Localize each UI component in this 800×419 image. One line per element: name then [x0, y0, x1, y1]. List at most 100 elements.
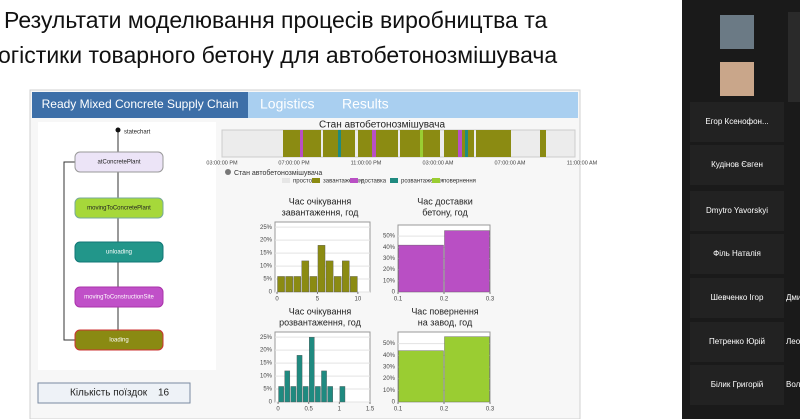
legend-label: доставка — [361, 179, 387, 185]
transitions — [63, 128, 119, 341]
timeline-segments — [283, 130, 546, 157]
y-tick-label: 50% — [383, 341, 396, 347]
timeline-tick: 03:00:00 PM — [206, 160, 238, 166]
y-tick-label: 0 — [269, 290, 273, 296]
start — [115, 127, 121, 133]
tab[interactable]: Results — [342, 96, 389, 112]
y-tick-label: 5% — [263, 387, 272, 393]
hist-bar — [285, 276, 293, 293]
y-tick-label: 0 — [392, 400, 396, 406]
hist-bar — [339, 386, 346, 403]
timeline-tick: 03:00:00 AM — [423, 160, 454, 166]
y-tick-label: 25% — [260, 335, 273, 341]
tab-active[interactable] — [32, 92, 248, 118]
hist-bar — [296, 355, 303, 403]
hist-bar — [398, 244, 444, 293]
timeline-tick: 07:00:00 PM — [278, 160, 310, 166]
participant-name: Егор Ксенофон... — [705, 117, 768, 126]
x-tick-label: 1 — [338, 407, 342, 413]
hist-bar — [350, 276, 358, 293]
x-tick-label: 0.2 — [440, 407, 449, 413]
state — [74, 286, 164, 308]
participant-face — [720, 62, 754, 96]
state — [74, 241, 164, 263]
legend-label: повернення — [443, 179, 476, 185]
hist-bar — [277, 276, 285, 293]
participant-name: Філь Наталія — [713, 249, 761, 258]
hist-title: на завод, год — [418, 317, 473, 327]
participant-name-partial: Лео — [786, 337, 800, 346]
state-label: movingToConcretePlant — [87, 206, 151, 212]
y-tick-label: 0 — [269, 400, 273, 406]
hist-bar — [309, 336, 315, 403]
participant-tile — [690, 102, 784, 142]
participant-tile-partial — [788, 12, 800, 102]
state — [74, 197, 164, 219]
participant-name-partial: Дми — [786, 293, 800, 302]
hist-title: завантаження, год — [282, 207, 360, 217]
hist-title: Час доставки — [417, 196, 473, 206]
slide-title: огістики товарного бетону для автобетоно… — [0, 42, 557, 68]
y-tick-label: 30% — [383, 256, 396, 262]
state-label: unloading — [106, 250, 132, 256]
hist-title: бетону, год — [422, 207, 468, 217]
legend-swatch — [282, 178, 290, 183]
legend-title: Стан автобетонозмішувача — [234, 169, 322, 177]
state-label: movingToConstructionSite — [84, 295, 154, 301]
tab[interactable]: Ready Mixed Concrete Supply Chain — [42, 97, 239, 111]
timeline-tick: 11:00:00 AM — [567, 160, 598, 166]
participant-name: Білик Григорій — [711, 380, 764, 389]
legend-swatch — [432, 178, 440, 183]
hist-title: Час очікування — [289, 196, 352, 206]
y-tick-label: 20% — [260, 348, 273, 354]
hist-bar — [333, 276, 342, 293]
tab[interactable]: Logistics — [260, 96, 314, 112]
hist-bar — [342, 260, 350, 293]
participant-name: Кудінов Євген — [711, 160, 763, 169]
hist-title: розвантаження, год — [279, 317, 361, 327]
legend-label: завантаження — [323, 179, 362, 185]
participant-thumb — [720, 15, 754, 49]
hist-bar — [309, 276, 318, 293]
hist-bar — [284, 370, 291, 403]
x-tick-label: 0.3 — [486, 407, 495, 413]
participant-tile — [690, 322, 784, 362]
state — [74, 329, 164, 351]
participant-tile — [690, 191, 784, 231]
y-tick-label: 40% — [383, 245, 396, 251]
x-tick-label: 0.5 — [305, 407, 314, 413]
y-tick-label: 20% — [260, 238, 273, 244]
hist-bar — [317, 245, 326, 293]
slide-title: Результати моделювання процесів виробниц… — [4, 7, 548, 33]
participant-tile — [690, 365, 784, 405]
legend-label: розвантаження — [401, 179, 443, 185]
x-tick-label: 1.5 — [366, 407, 375, 413]
hist-bar — [444, 336, 490, 403]
y-tick-label: 15% — [260, 361, 273, 367]
hist-bar — [327, 386, 333, 403]
hist-bar — [315, 386, 321, 403]
hist-title: Час повернення — [411, 306, 478, 316]
y-tick-label: 30% — [383, 365, 396, 371]
x-tick-label: 0.3 — [486, 297, 495, 303]
hist-bar — [293, 276, 301, 293]
hist-bar — [290, 386, 297, 403]
y-tick-label: 0 — [392, 290, 396, 296]
legend-swatch — [350, 178, 358, 183]
state-label: loading — [109, 338, 128, 344]
state-label: atConcretePlant — [97, 160, 140, 166]
y-tick-label: 40% — [383, 353, 396, 359]
y-tick-label: 10% — [260, 264, 273, 270]
y-tick-label: 20% — [383, 267, 396, 273]
y-tick-label: 50% — [383, 234, 396, 240]
legend-label: простої — [293, 179, 314, 185]
participant-name-partial: Вол — [786, 380, 800, 389]
hist-bar — [301, 260, 310, 293]
trips-label: Кількість поїздок — [70, 388, 148, 399]
hist-bar — [321, 370, 327, 403]
x-tick-label: 0.2 — [440, 297, 449, 303]
participant-tile — [690, 145, 784, 185]
timeline-tick: 07:00:00 AM — [495, 160, 526, 166]
